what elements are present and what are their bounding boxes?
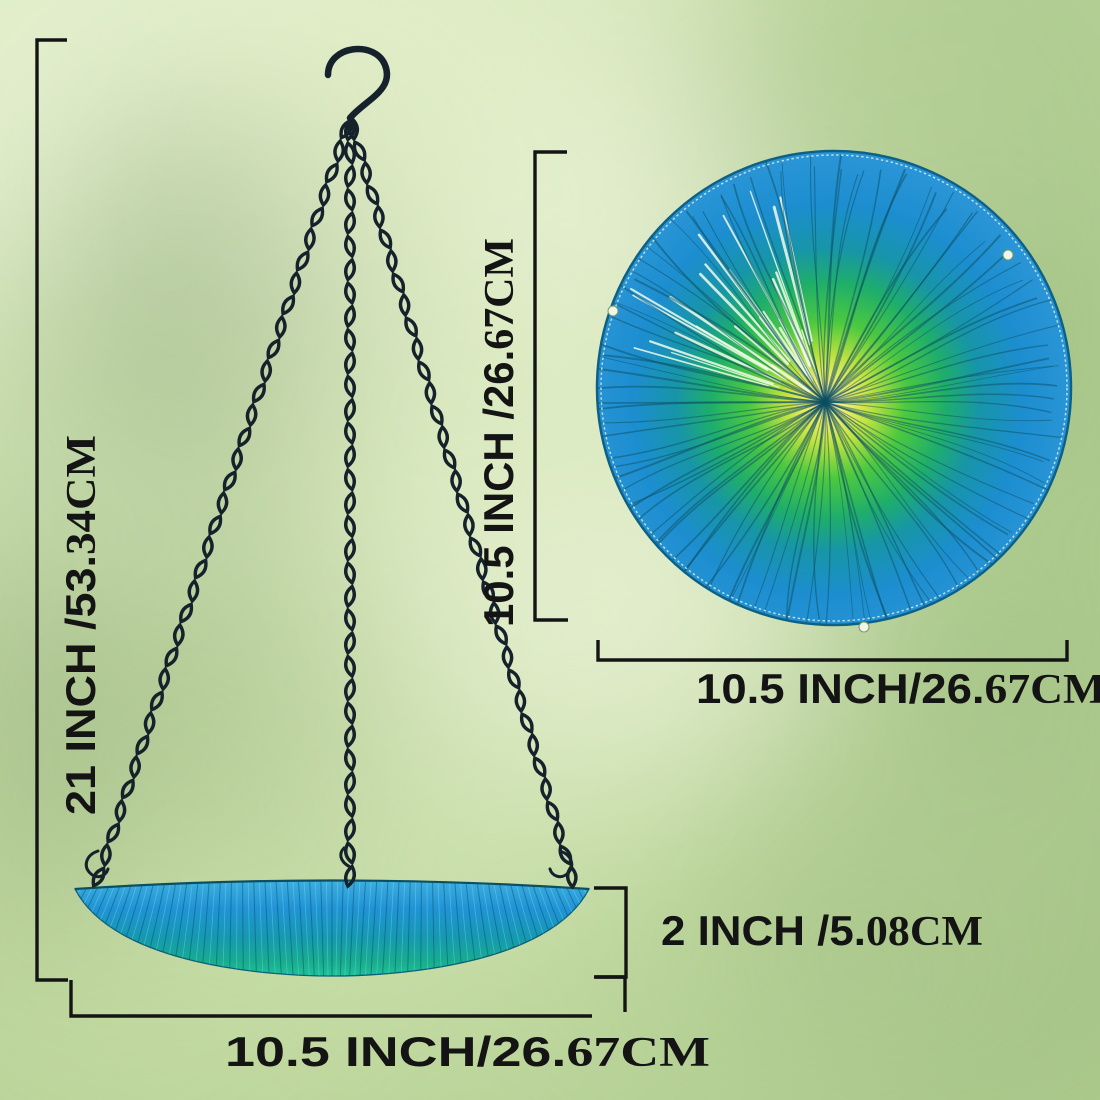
svg-text:10.5 INCH/26.67CM: 10.5 INCH/26. 67CM — [225, 1028, 710, 1076]
svg-text:2 INCH /5.08CM: 2 INCH /5. 08CM — [661, 907, 983, 955]
svg-text:10.5 INCH /26.67CM: 10.5 INCH /26.67CM — [475, 238, 523, 627]
svg-text:10.5 INCH/26.67CM: 10.5 INCH/26. 67CM — [696, 665, 1100, 713]
svg-text:21 INCH /53.34CM: 21 INCH /53.34CM — [57, 435, 105, 815]
